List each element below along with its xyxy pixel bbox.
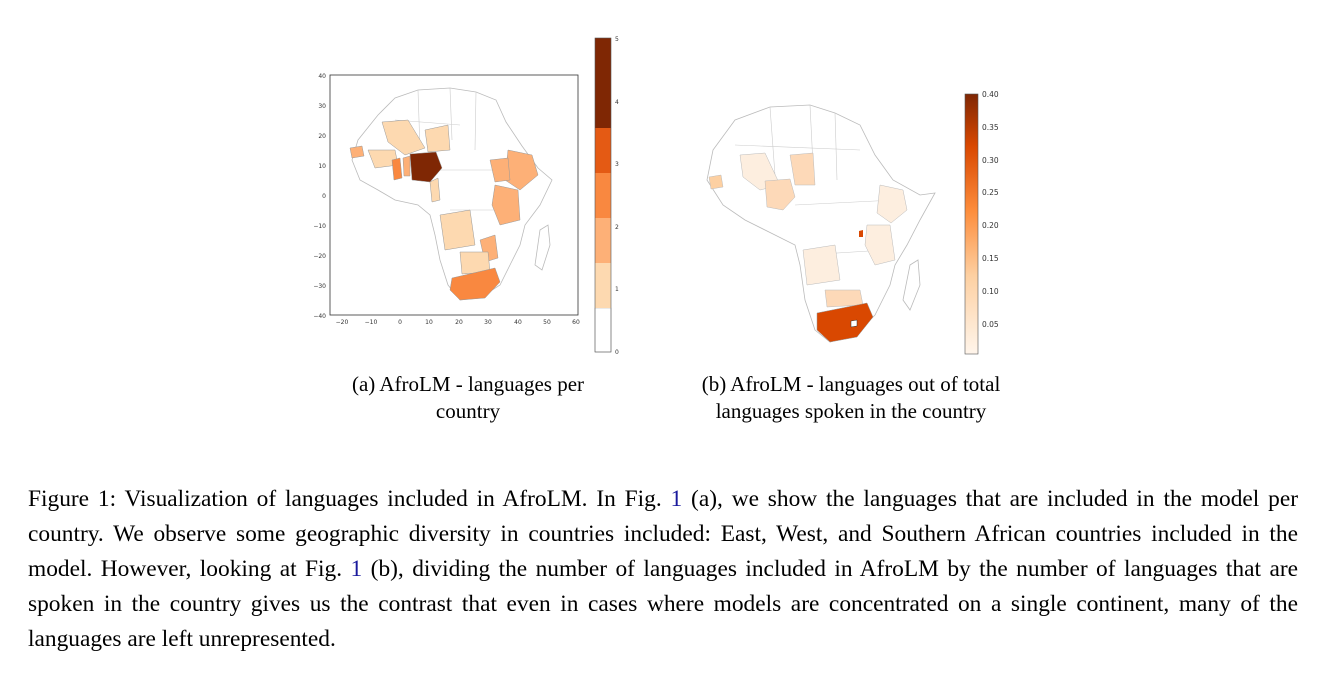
country-nigeria <box>409 151 443 183</box>
x-tick: −20 <box>336 319 349 326</box>
colorbar-a <box>594 37 612 353</box>
subfigure-b-caption: (b) AfroLM - languages out of total lang… <box>701 372 1001 423</box>
caption-text: (a), we show the languages that are incl… <box>28 486 1299 582</box>
colorbar-tick: 0.20 <box>982 221 999 230</box>
country-west-sahel <box>381 119 426 156</box>
caption-text: Figure 1: Visualization of languages inc… <box>28 486 671 512</box>
map-languages-ratio: 0.40 0.35 0.30 0.25 0.20 0.15 0.10 0.05 <box>706 90 999 355</box>
x-tick: 30 <box>484 319 492 326</box>
country-senegal <box>349 145 365 159</box>
map-languages-per-country: −20 −10 0 10 20 30 40 50 60 40 30 20 10 … <box>313 36 619 356</box>
x-tick: 0 <box>398 319 402 326</box>
country-ethiopia <box>876 184 908 224</box>
y-tick: 30 <box>318 103 326 110</box>
africa-outline <box>706 104 936 343</box>
colorbar-band <box>595 173 611 218</box>
country-south-africa <box>449 267 501 301</box>
country-namibia-botswana <box>824 289 864 308</box>
country-angola-drc <box>439 209 476 251</box>
country-chad <box>789 152 816 186</box>
colorbar-a-ticks: 0 1 2 3 4 5 <box>615 36 619 356</box>
country-senegal <box>708 174 724 190</box>
country-niger <box>424 124 451 153</box>
figure-1: −20 −10 0 10 20 30 40 50 60 40 30 20 10 … <box>313 36 1001 423</box>
country-south-africa <box>816 302 874 343</box>
colorbar-tick: 0.25 <box>982 188 999 197</box>
x-tick: −10 <box>365 319 378 326</box>
country-kenya <box>864 224 896 266</box>
colorbar-b-ticks: 0.40 0.35 0.30 0.25 0.20 0.15 0.10 0.05 <box>982 90 999 329</box>
y-tick: −20 <box>313 253 326 260</box>
country-sudan-south <box>489 157 511 183</box>
x-tick: 40 <box>514 319 522 326</box>
y-axis-ticks: 40 30 20 10 0 −10 −20 −30 −40 <box>313 73 326 320</box>
country-kenya-uganda <box>491 184 521 226</box>
country-benin-togo <box>402 155 411 177</box>
figure-ref-link[interactable]: 1 <box>670 486 683 512</box>
colorbar-tick: 0.30 <box>982 156 999 165</box>
colorbar-tick: 2 <box>615 224 619 231</box>
colorbar-tick: 5 <box>615 36 619 43</box>
colorbar-tick: 0.05 <box>982 320 999 329</box>
country-ghana <box>391 157 403 181</box>
x-axis-ticks: −20 −10 0 10 20 30 40 50 60 <box>336 319 580 326</box>
subfigure-a-caption: (a) AfroLM - languages per country <box>351 372 585 423</box>
colorbar-tick: 3 <box>615 161 619 168</box>
figure-ref-link[interactable]: 1 <box>350 556 363 582</box>
colorbar-tick: 0.40 <box>982 90 999 99</box>
country-lesotho <box>850 319 858 328</box>
colorbar-tick: 0 <box>615 349 619 356</box>
colorbar-tick: 1 <box>615 286 619 293</box>
colorbar-b <box>964 93 979 355</box>
colorbar-band <box>595 263 611 308</box>
country-rwanda <box>859 230 863 237</box>
y-tick: 20 <box>318 133 326 140</box>
colorbar-band <box>595 38 611 128</box>
x-tick: 20 <box>455 319 463 326</box>
colorbar-tick: 4 <box>615 99 619 106</box>
colorbar-band <box>595 218 611 263</box>
y-tick: 10 <box>318 163 326 170</box>
country-cameroon <box>429 177 441 203</box>
country-nigeria <box>764 178 796 211</box>
figure-caption: Figure 1: Visualization of languages inc… <box>28 482 1298 657</box>
y-tick: 0 <box>322 193 326 200</box>
colorbar-band <box>594 307 612 353</box>
x-tick: 50 <box>543 319 551 326</box>
colorbar-tick: 0.35 <box>982 123 999 132</box>
colorbar-tick: 0.10 <box>982 287 999 296</box>
y-tick: 40 <box>318 73 326 80</box>
y-tick: −10 <box>313 223 326 230</box>
x-tick: 10 <box>425 319 433 326</box>
madagascar <box>534 224 551 271</box>
colorbar-tick: 0.15 <box>982 254 999 263</box>
y-tick: −30 <box>313 283 326 290</box>
madagascar <box>902 259 921 311</box>
caption-text: (b), dividing the number of languages in… <box>28 556 1298 652</box>
y-tick: −40 <box>313 313 326 320</box>
x-tick: 60 <box>572 319 580 326</box>
colorbar-band <box>595 128 611 173</box>
country-drc-angola <box>802 244 841 286</box>
